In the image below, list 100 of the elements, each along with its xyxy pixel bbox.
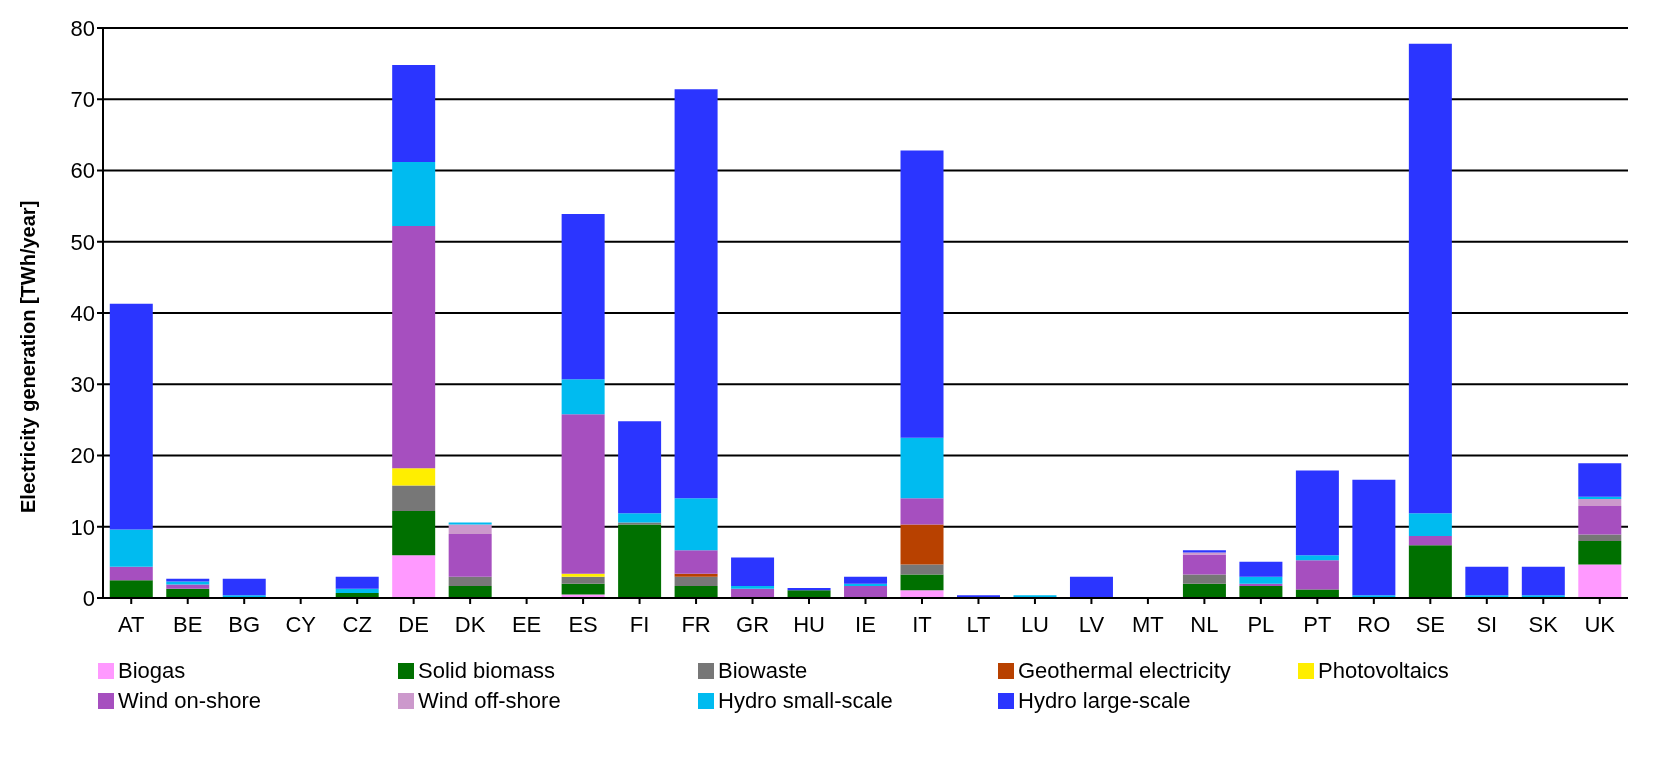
bar [674, 573, 718, 577]
x-tick-label: BG [228, 611, 261, 637]
legend-label: Biogas [118, 658, 186, 684]
x-tick-label: EE [511, 611, 542, 637]
bar [392, 555, 436, 598]
x-tick-label: LT [966, 611, 991, 637]
legend-label: Hydro large-scale [1018, 688, 1191, 714]
x-tick-label: HU [793, 611, 825, 637]
x-tick-label: GR [736, 611, 770, 637]
bar [1408, 545, 1452, 598]
x-tick-label: SE [1415, 611, 1445, 637]
bar [1239, 583, 1283, 586]
bar [1578, 534, 1622, 541]
bar [1408, 513, 1452, 537]
bar [561, 583, 605, 595]
bar [109, 580, 153, 598]
bar [1239, 576, 1283, 584]
bar [448, 576, 492, 586]
bar [561, 414, 605, 574]
bar [844, 583, 888, 586]
x-tick-label: CZ [342, 611, 372, 637]
bar [731, 585, 775, 589]
bar [731, 557, 775, 586]
y-tick-label: 30 [70, 372, 95, 398]
bar [222, 578, 266, 596]
x-tick-label: SK [1528, 611, 1559, 637]
y-tick-label: 0 [82, 585, 95, 611]
bar [1295, 560, 1339, 590]
bar [844, 576, 888, 584]
bar [674, 498, 718, 551]
legend-label: Solid biomass [418, 658, 555, 684]
bar [674, 576, 718, 586]
bar [561, 576, 605, 584]
bar [1182, 574, 1226, 584]
x-tick-label: NL [1190, 611, 1219, 637]
y-tick-label: 10 [70, 514, 95, 540]
x-tick-label: LU [1020, 611, 1050, 637]
y-tick-label: 20 [70, 443, 95, 469]
bar [1578, 498, 1622, 507]
bar [1069, 576, 1113, 598]
bar [900, 524, 944, 565]
bar [1578, 564, 1622, 598]
bar [109, 529, 153, 567]
bar [1295, 470, 1339, 556]
x-tick-label: RO [1357, 611, 1391, 637]
legend-label: Wind on-shore [118, 688, 262, 714]
x-tick-label: DK [454, 611, 486, 637]
bar [448, 524, 492, 534]
bar [448, 585, 492, 598]
bar [335, 588, 379, 594]
x-tick-label: UK [1584, 611, 1616, 637]
legend-label: Biowaste [718, 658, 808, 684]
bar [1408, 43, 1452, 514]
y-tick-label: 60 [70, 158, 95, 184]
x-tick-label: FR [681, 611, 711, 637]
x-tick-label: MT [1132, 611, 1164, 637]
x-tick-label: IT [912, 611, 932, 637]
y-tick-label: 80 [70, 15, 95, 41]
x-tick-label: PT [1303, 611, 1332, 637]
bar [1352, 479, 1396, 596]
bar [618, 421, 662, 514]
x-tick-label: PL [1247, 611, 1275, 637]
bar [1521, 566, 1565, 596]
bar [1465, 566, 1509, 596]
bar [674, 550, 718, 574]
bar [900, 498, 944, 525]
x-tick-label: IE [855, 611, 876, 637]
bar [1295, 555, 1339, 561]
bar [561, 213, 605, 380]
bar [900, 574, 944, 591]
legend-label: Wind off-shore [418, 688, 561, 714]
bar [618, 524, 662, 598]
bar [787, 588, 831, 591]
x-tick-label: FI [629, 611, 650, 637]
bar [618, 522, 662, 525]
bar [561, 379, 605, 415]
bar [1578, 463, 1622, 497]
bar [1408, 536, 1452, 546]
y-axis-title: Electricity generation [TWh/year] [17, 200, 40, 513]
legend-label: Hydro small-scale [718, 688, 893, 714]
bar [618, 513, 662, 523]
y-tick-label: 50 [70, 229, 95, 255]
bar [392, 511, 436, 556]
bar [1578, 496, 1622, 499]
x-tick-label: BE [173, 611, 203, 637]
bar [1239, 561, 1283, 577]
bar [448, 522, 492, 525]
bar [844, 585, 888, 598]
bar [900, 150, 944, 438]
x-tick-label: DE [398, 611, 429, 637]
legend-label: Photovoltaics [1318, 658, 1449, 684]
bar [1295, 589, 1339, 598]
bar [674, 585, 718, 598]
bar [392, 485, 436, 512]
x-tick-label: CY [285, 611, 317, 637]
x-tick-label: LV [1078, 611, 1105, 637]
x-tick-label: ES [568, 611, 598, 637]
y-tick-label: 40 [70, 300, 95, 326]
legend-label: Geothermal electricity [1018, 658, 1231, 684]
bar [392, 161, 436, 227]
